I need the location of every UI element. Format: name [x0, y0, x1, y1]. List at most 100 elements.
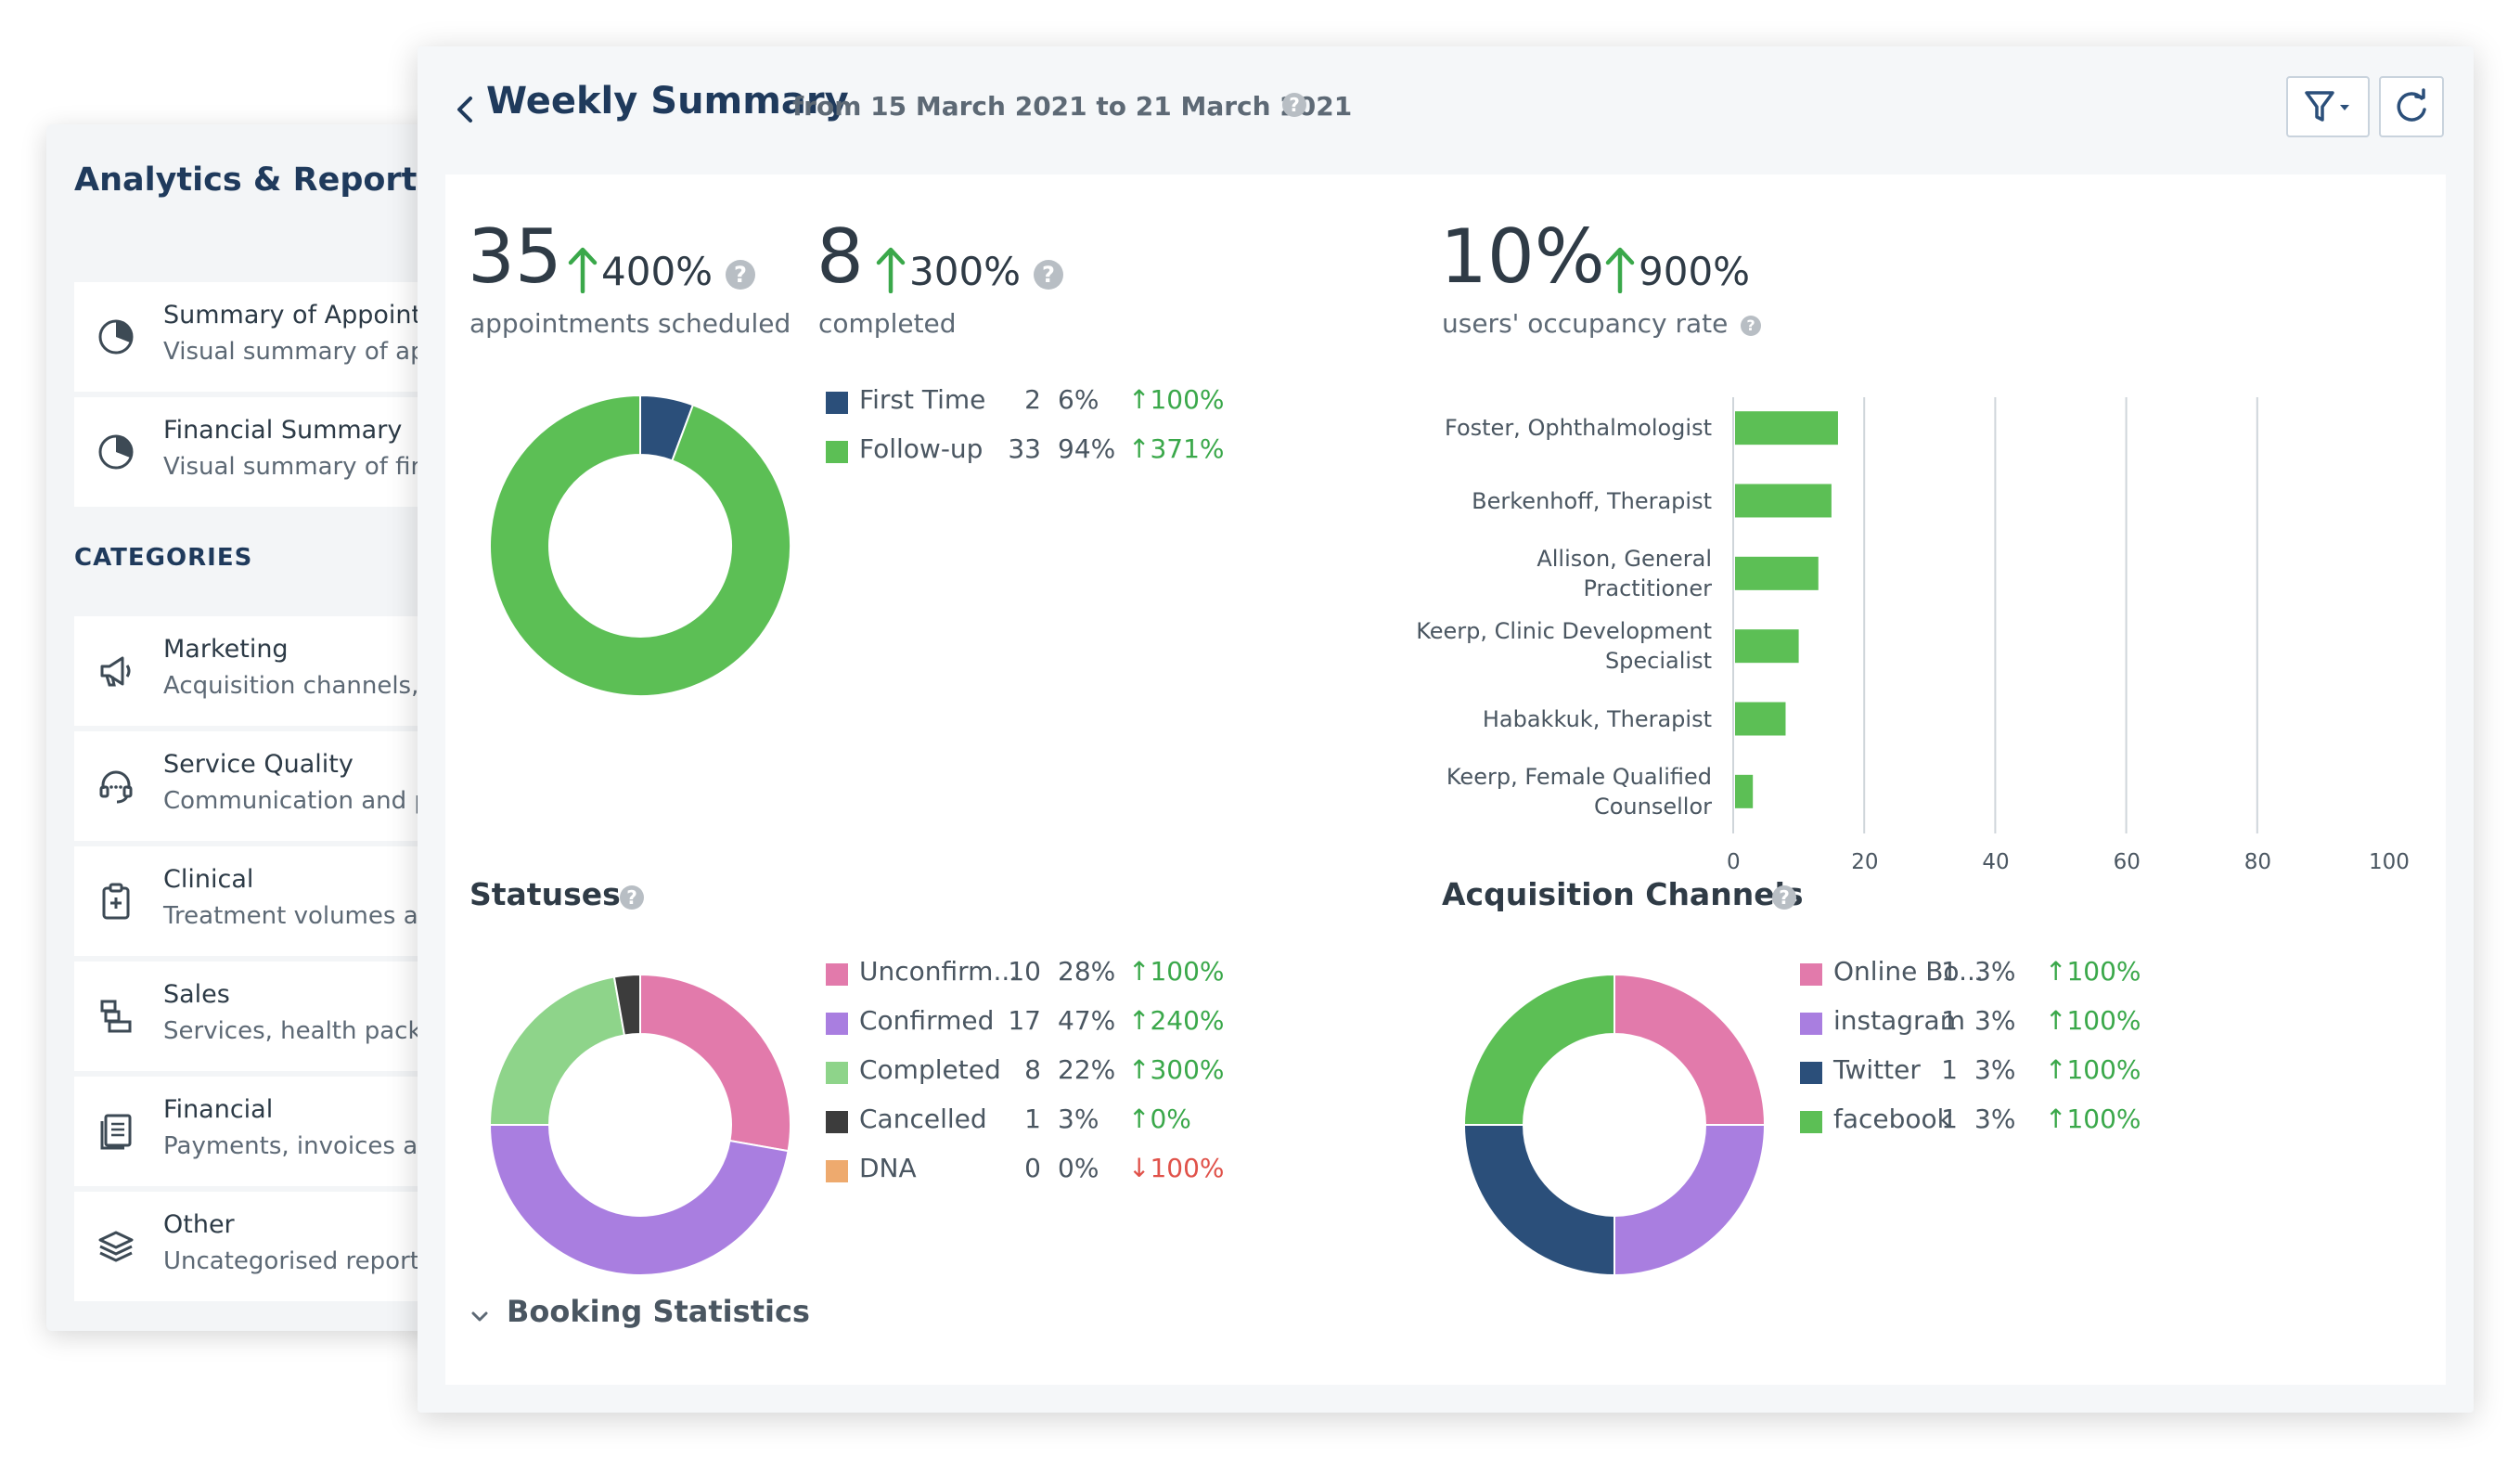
completed-change: 300% — [909, 249, 1022, 294]
help-icon[interactable]: ? — [1034, 260, 1063, 290]
legend-count: 17 — [1008, 1005, 1041, 1036]
bar-category-label-line: Allison, General — [1536, 545, 1712, 572]
sidebar-item-other[interactable]: Other Uncategorised reports — [74, 1192, 445, 1301]
occupancy-rate-value: 10% — [1440, 213, 1605, 300]
help-icon[interactable]: ? — [1282, 93, 1306, 117]
donut-slice[interactable] — [489, 394, 791, 697]
booking-statistics-toggle[interactable]: Booking Statistics — [469, 1294, 810, 1340]
legend-percent: 3% — [1974, 956, 2016, 987]
donut-slice[interactable] — [1462, 1124, 1615, 1277]
x-tick-label: 80 — [2244, 850, 2272, 874]
sidebar-item-service-quality[interactable]: Service Quality Communication and pa — [74, 731, 445, 841]
sidebar-item-subtitle: Visual summary of fina — [163, 453, 441, 481]
categories-heading: CATEGORIES — [74, 544, 253, 572]
completed-value: 8 — [816, 213, 864, 300]
help-icon[interactable]: ? — [1772, 885, 1796, 910]
acquisition-channels-title: Acquisition Channels — [1442, 876, 1804, 912]
legend-row[interactable]: DNA 0 0% ↓100% — [826, 1153, 1253, 1190]
sidebar-item-summary-appointments[interactable]: Summary of Appointm Visual summary of ap… — [74, 282, 445, 392]
donut-slice[interactable] — [612, 973, 641, 1037]
legend-name: Confirmed — [859, 1005, 995, 1036]
sidebar-item-subtitle: Uncategorised reports — [163, 1247, 432, 1275]
legend-swatch — [1800, 1111, 1822, 1133]
legend-percent: 22% — [1058, 1054, 1116, 1085]
sidebar-item-sales[interactable]: Sales Services, health packag — [74, 962, 445, 1071]
donut-slice[interactable] — [488, 975, 626, 1126]
arrow-up-icon: ↑ — [2045, 1104, 2067, 1134]
filter-button[interactable] — [2286, 76, 2370, 137]
legend-swatch — [826, 1111, 848, 1133]
legend-row[interactable]: instagram 1 3% ↑100% — [1800, 1005, 2227, 1042]
legend-row[interactable]: facebook 1 3% ↑100% — [1800, 1104, 2227, 1141]
sidebar-item-clinical[interactable]: Clinical Treatment volumes an — [74, 846, 445, 956]
legend-percent: 94% — [1058, 433, 1116, 464]
legend-count: 1 — [1941, 1005, 1958, 1036]
legend-trend: 0% — [1150, 1104, 1191, 1134]
sidebar-item-subtitle: Payments, invoices and — [163, 1132, 445, 1160]
donut-slice[interactable] — [639, 973, 791, 1153]
summary-card: 35 400% ? appointments scheduled 8 300% … — [445, 174, 2446, 1385]
bar-category-label-line: Habakkuk, Therapist — [1482, 705, 1712, 732]
legend-trend: 300% — [1150, 1054, 1225, 1085]
x-tick-label: 0 — [1727, 850, 1741, 874]
legend-count: 33 — [1008, 433, 1041, 464]
legend-name: DNA — [859, 1153, 917, 1183]
donut-slice[interactable] — [1614, 1124, 1767, 1277]
donut-slice[interactable] — [488, 1124, 790, 1276]
sidebar-item-financial-summary[interactable]: Financial Summary Visual summary of fina — [74, 397, 445, 507]
legend-row[interactable]: Cancelled 1 3% ↑0% — [826, 1104, 1253, 1141]
legend-row[interactable]: Completed 8 22% ↑300% — [826, 1054, 1253, 1091]
legend-trend-group: ↓100% — [1128, 1153, 1225, 1183]
bar-category-label: Allison, General Practitioner — [1406, 544, 1712, 603]
arrow-up-icon — [876, 247, 906, 293]
arrow-up-icon — [1605, 247, 1635, 293]
bar-category-label-line: Specialist — [1604, 648, 1712, 675]
sidebar-item-subtitle: Treatment volumes an — [163, 902, 434, 930]
legend-row[interactable]: Follow-up 33 94% ↑371% — [826, 433, 1253, 471]
legend-row[interactable]: Unconfirm... 10 28% ↑100% — [826, 956, 1253, 993]
bar-category-label: Berkenhoff, Therapist — [1406, 486, 1712, 516]
donut-slice[interactable] — [1614, 973, 1767, 1126]
bar[interactable] — [1735, 702, 1786, 736]
legend-swatch — [1800, 1062, 1822, 1084]
legend-row[interactable]: Twitter 1 3% ↑100% — [1800, 1054, 2227, 1091]
legend-trend-group: ↑240% — [1128, 1005, 1225, 1036]
sidebar-item-title: Marketing — [163, 635, 289, 664]
sidebar-item-financial[interactable]: Financial Payments, invoices and — [74, 1077, 445, 1186]
bar-category-label-line: Keerp, Female Qualified — [1446, 763, 1712, 790]
arrow-up-icon — [568, 247, 598, 293]
legend-count: 8 — [1024, 1054, 1041, 1085]
legend-row[interactable]: Online Bo... 1 3% ↑100% — [1800, 956, 2227, 993]
help-icon[interactable]: ? — [1741, 316, 1761, 336]
legend-name: Cancelled — [859, 1104, 987, 1134]
bar[interactable] — [1735, 484, 1832, 518]
legend-row[interactable]: Confirmed 17 47% ↑240% — [826, 1005, 1253, 1042]
refresh-button[interactable] — [2379, 76, 2444, 137]
legend-name: Online Bo... — [1833, 956, 1984, 987]
legend-trend-group: ↑100% — [2045, 1005, 2141, 1036]
help-icon[interactable]: ? — [620, 885, 644, 910]
legend-name: First Time — [859, 384, 986, 415]
sidebar-item-subtitle: Communication and pa — [163, 787, 444, 815]
help-icon[interactable]: ? — [726, 260, 755, 290]
arrow-down-icon: ↓ — [1128, 1153, 1151, 1183]
legend-name: Twitter — [1833, 1054, 1921, 1085]
bar[interactable] — [1735, 774, 1754, 808]
bar-category-label-line: Foster, Ophthalmologist — [1445, 415, 1712, 442]
sidebar-item-marketing[interactable]: Marketing Acquisition channels, a — [74, 616, 445, 726]
donut-slice[interactable] — [1462, 973, 1615, 1126]
legend-name: Unconfirm... — [859, 956, 1019, 987]
x-tick-label: 60 — [2113, 850, 2141, 874]
chevron-left-icon[interactable] — [451, 93, 479, 126]
bar[interactable] — [1735, 411, 1838, 445]
legend-count: 0 — [1024, 1153, 1041, 1183]
bar[interactable] — [1735, 629, 1799, 664]
legend-trend: 100% — [2066, 1054, 2141, 1085]
reports-sidebar: Analytics & Reports Summary of Appointm … — [46, 124, 445, 1331]
sidebar-item-title: Other — [163, 1210, 235, 1239]
bar[interactable] — [1735, 556, 1819, 590]
legend-row[interactable]: First Time 2 6% ↑100% — [826, 384, 1253, 421]
legend-swatch — [826, 1160, 848, 1182]
legend-swatch — [1800, 963, 1822, 986]
date-range: from 15 March 2021 to 21 March 2021 — [792, 91, 1353, 122]
